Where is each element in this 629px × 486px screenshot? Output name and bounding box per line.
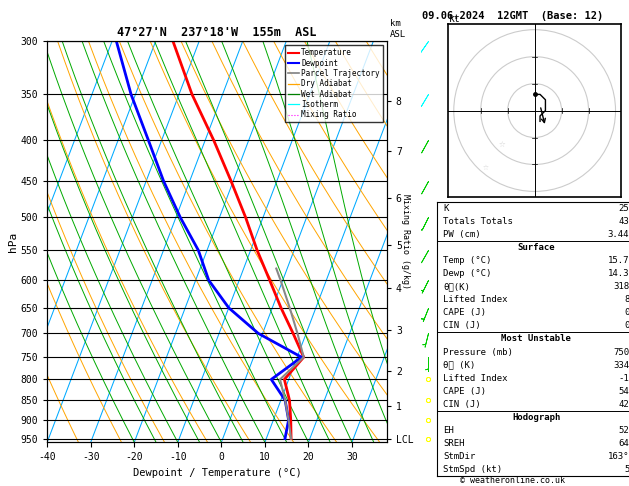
Text: StmSpd (kt): StmSpd (kt) xyxy=(443,465,502,474)
Text: θᴇ (K): θᴇ (K) xyxy=(443,361,476,370)
Text: K: K xyxy=(443,204,448,213)
Text: 0: 0 xyxy=(624,308,629,317)
Text: ☆: ☆ xyxy=(483,162,489,172)
Text: 09.06.2024  12GMT  (Base: 12): 09.06.2024 12GMT (Base: 12) xyxy=(422,11,603,21)
Text: Totals Totals: Totals Totals xyxy=(443,217,513,226)
Y-axis label: hPa: hPa xyxy=(8,232,18,252)
Text: Pressure (mb): Pressure (mb) xyxy=(443,347,513,357)
Text: Hodograph: Hodograph xyxy=(512,413,560,422)
Text: SREH: SREH xyxy=(443,439,465,448)
Text: Surface: Surface xyxy=(518,243,555,252)
Text: CAPE (J): CAPE (J) xyxy=(443,308,486,317)
Text: Most Unstable: Most Unstable xyxy=(501,334,571,344)
Text: 318: 318 xyxy=(613,282,629,291)
Text: 43: 43 xyxy=(618,217,629,226)
Text: 64: 64 xyxy=(618,439,629,448)
Text: kt: kt xyxy=(448,14,460,24)
Text: 54: 54 xyxy=(618,387,629,396)
Text: CIN (J): CIN (J) xyxy=(443,321,481,330)
Text: Temp (°C): Temp (°C) xyxy=(443,256,491,265)
Text: © weatheronline.co.uk: © weatheronline.co.uk xyxy=(460,475,565,485)
Text: 52: 52 xyxy=(618,426,629,435)
Text: CAPE (J): CAPE (J) xyxy=(443,387,486,396)
Text: 750: 750 xyxy=(613,347,629,357)
Text: -1: -1 xyxy=(618,374,629,382)
Text: EH: EH xyxy=(443,426,454,435)
Text: 334: 334 xyxy=(613,361,629,370)
Text: 3.44: 3.44 xyxy=(608,230,629,239)
Text: 5: 5 xyxy=(624,465,629,474)
Text: CIN (J): CIN (J) xyxy=(443,400,481,409)
Text: Dewp (°C): Dewp (°C) xyxy=(443,269,491,278)
Text: StmDir: StmDir xyxy=(443,452,476,461)
Text: 15.7: 15.7 xyxy=(608,256,629,265)
Text: km
ASL: km ASL xyxy=(390,19,406,39)
Text: 14.3: 14.3 xyxy=(608,269,629,278)
Text: 8: 8 xyxy=(624,295,629,304)
Text: Lifted Index: Lifted Index xyxy=(443,374,508,382)
Title: 47°27'N  237°18'W  155m  ASL: 47°27'N 237°18'W 155m ASL xyxy=(117,26,317,39)
Text: PW (cm): PW (cm) xyxy=(443,230,481,239)
Text: ☆: ☆ xyxy=(499,140,506,150)
Text: Lifted Index: Lifted Index xyxy=(443,295,508,304)
X-axis label: Dewpoint / Temperature (°C): Dewpoint / Temperature (°C) xyxy=(133,468,301,478)
Text: 0: 0 xyxy=(624,321,629,330)
Text: Mixing Ratio (g/kg): Mixing Ratio (g/kg) xyxy=(401,194,410,289)
Text: 25: 25 xyxy=(618,204,629,213)
Text: θᴇ(K): θᴇ(K) xyxy=(443,282,470,291)
Text: 163°: 163° xyxy=(608,452,629,461)
Text: 42: 42 xyxy=(618,400,629,409)
Legend: Temperature, Dewpoint, Parcel Trajectory, Dry Adiabat, Wet Adiabat, Isotherm, Mi: Temperature, Dewpoint, Parcel Trajectory… xyxy=(284,45,383,122)
